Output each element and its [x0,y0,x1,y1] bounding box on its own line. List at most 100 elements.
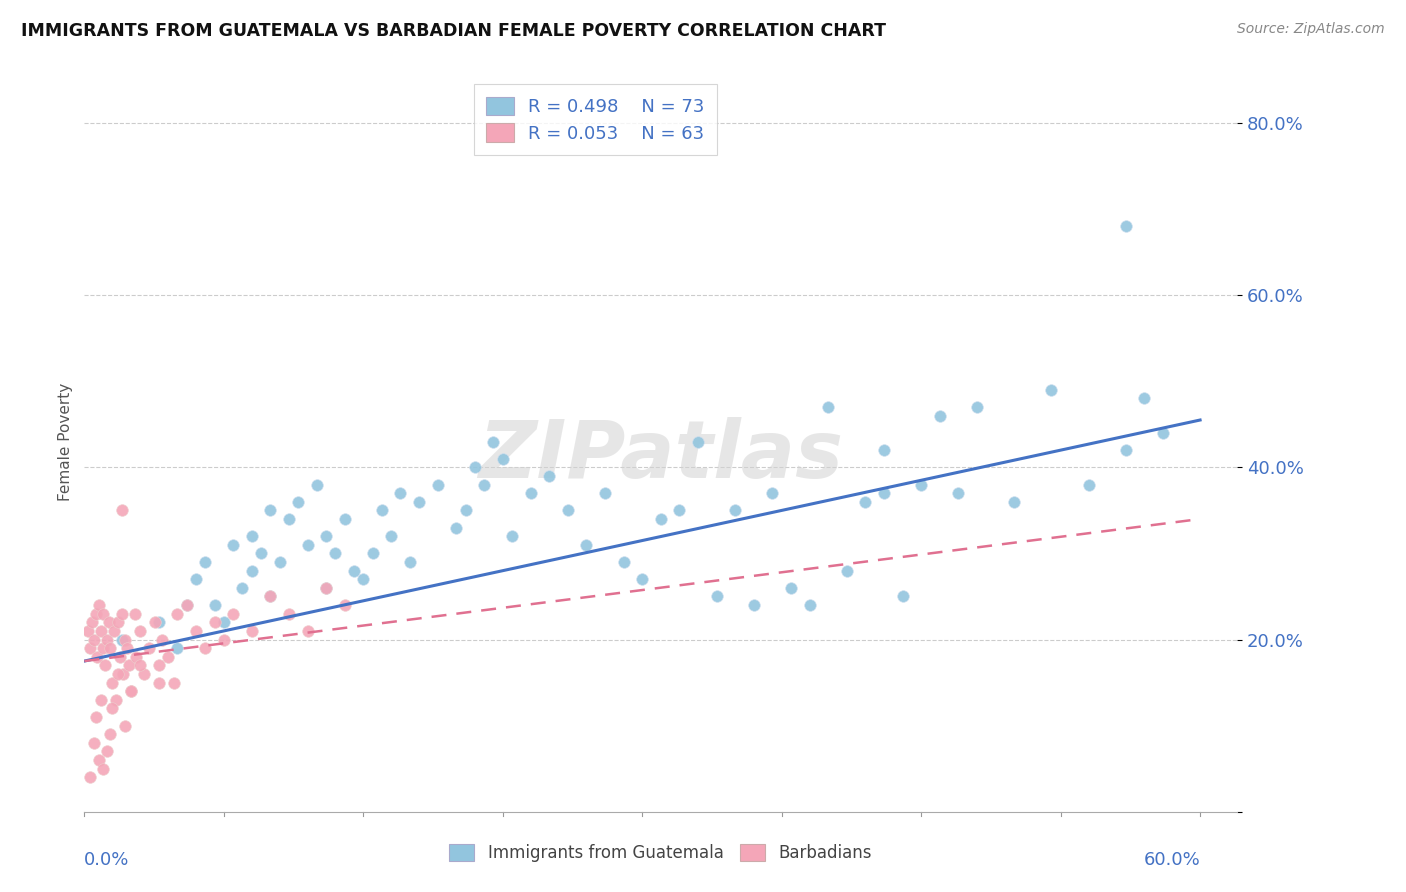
Point [297,624,319,638]
Point [259,590,281,604]
Point [482,434,505,449]
Point [761,486,783,500]
Point [259,590,281,604]
Point [1115,443,1137,458]
Point [928,409,950,423]
Point [84,710,107,724]
Point [724,503,747,517]
Point [305,477,328,491]
Point [204,615,226,630]
Point [84,607,107,621]
Point [112,667,135,681]
Point [492,451,515,466]
Point [910,477,932,491]
Point [91,762,114,776]
Text: IMMIGRANTS FROM GUATEMALA VS BARBADIAN FEMALE POVERTY CORRELATION CHART: IMMIGRANTS FROM GUATEMALA VS BARBADIAN F… [21,22,886,40]
Point [194,555,217,569]
Point [138,641,160,656]
Point [148,658,170,673]
Point [780,581,803,595]
Point [125,649,148,664]
Point [120,684,142,698]
Point [250,546,273,560]
Point [166,641,188,656]
Point [104,693,127,707]
Point [90,624,112,638]
Point [143,615,166,630]
Point [446,521,468,535]
Text: 0.0%: 0.0% [84,851,129,869]
Point [686,434,709,449]
Point [86,649,108,664]
Point [1115,219,1137,234]
Point [240,564,263,578]
Text: ZIPatlas: ZIPatlas [478,417,844,495]
Point [176,598,198,612]
Point [380,529,402,543]
Point [398,555,420,569]
Point [194,641,217,656]
Y-axis label: Female Poverty: Female Poverty [58,383,73,500]
Point [96,744,118,758]
Point [100,727,122,741]
Point [115,641,138,656]
Point [97,615,120,630]
Point [120,684,142,698]
Point [132,667,155,681]
Point [157,649,180,664]
Point [1133,392,1156,406]
Point [613,555,636,569]
Point [110,607,132,621]
Point [454,503,477,517]
Point [361,546,384,560]
Point [333,598,356,612]
Point [948,486,970,500]
Point [90,693,112,707]
Point [501,529,523,543]
Point [817,400,839,414]
Point [148,615,170,630]
Point [799,598,821,612]
Point [650,512,672,526]
Point [240,624,263,638]
Point [83,736,105,750]
Point [631,572,654,586]
Point [259,503,281,517]
Point [835,564,858,578]
Point [575,538,598,552]
Point [79,770,101,784]
Point [352,572,374,586]
Point [91,607,114,621]
Point [89,598,111,612]
Point [426,477,449,491]
Point [107,615,129,630]
Point [706,590,728,604]
Point [538,469,561,483]
Point [94,658,117,673]
Point [162,675,184,690]
Point [333,512,356,526]
Point [240,529,263,543]
Point [184,624,207,638]
Point [742,598,765,612]
Point [107,667,129,681]
Point [408,495,430,509]
Point [114,718,136,732]
Point [212,632,235,647]
Point [103,624,125,638]
Point [91,641,114,656]
Point [152,632,174,647]
Text: Source: ZipAtlas.com: Source: ZipAtlas.com [1237,22,1385,37]
Point [80,615,103,630]
Point [325,546,347,560]
Point [343,564,366,578]
Point [89,753,111,767]
Point [315,581,337,595]
Point [101,675,124,690]
Point [79,641,101,656]
Point [557,503,579,517]
Point [212,615,235,630]
Point [315,581,337,595]
Point [129,624,152,638]
Point [110,632,132,647]
